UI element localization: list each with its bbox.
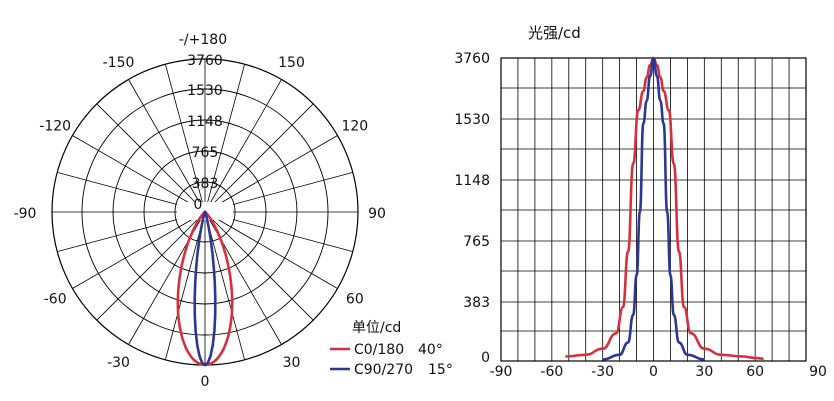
polar-top-label: -/+180 bbox=[179, 32, 227, 48]
polar-radial-labels: 383 765 1148 1530 3760 0 bbox=[187, 53, 223, 213]
polar-zero-label: 0 bbox=[194, 197, 203, 213]
polar-angle-label: -150 bbox=[103, 55, 135, 71]
polar-spoke bbox=[96, 211, 206, 321]
polar-angle-label: -30 bbox=[107, 355, 130, 371]
polar-radial-tick-label: 3760 bbox=[187, 53, 223, 69]
polar-angle-label: -90 bbox=[14, 206, 37, 222]
legend-c0-angle: 40° bbox=[418, 342, 443, 358]
polar-angle-label: 150 bbox=[278, 55, 305, 71]
polar-angle-label: 120 bbox=[341, 119, 368, 135]
cartesian-x-tick-label: 30 bbox=[695, 364, 713, 380]
legend-c0-label: C0/180 bbox=[354, 342, 404, 358]
polar-spoke bbox=[204, 103, 314, 213]
polar-spoke bbox=[165, 64, 206, 213]
cartesian-title: 光强/cd bbox=[528, 24, 581, 42]
polar-angle-label: 30 bbox=[283, 355, 301, 371]
legend-c90-label: C90/270 bbox=[354, 362, 413, 378]
cartesian-y-tick-label: 1530 bbox=[454, 112, 490, 128]
cartesian-y-tick-label: 0 bbox=[481, 350, 490, 366]
polar-intensity-chart: 383 765 1148 1530 3760 0 0 30 60 90 120 150 -150 -12… bbox=[14, 32, 386, 390]
legend-title: 单位/cd bbox=[352, 320, 401, 336]
polar-curves bbox=[176, 210, 234, 367]
polar-spoke bbox=[72, 135, 206, 213]
cartesian-x-tick-labels: -90 -60 -30 0 30 60 90 bbox=[490, 364, 827, 380]
cartesian-x-tick-label: -30 bbox=[591, 364, 614, 380]
cartesian-x-tick-label: -60 bbox=[540, 364, 563, 380]
cartesian-y-tick-label: 1148 bbox=[454, 173, 490, 189]
cartesian-y-tick-label: 765 bbox=[463, 234, 490, 250]
polar-spoke bbox=[204, 135, 338, 213]
polar-spoke bbox=[204, 64, 245, 213]
cartesian-x-tick-label: 0 bbox=[649, 364, 658, 380]
polar-spoke bbox=[128, 79, 206, 213]
polar-spoke bbox=[204, 79, 282, 213]
cartesian-y-tick-label: 383 bbox=[463, 295, 490, 311]
cartesian-series-C90-270 bbox=[602, 56, 705, 361]
polar-spoke bbox=[204, 211, 338, 289]
polar-spoke bbox=[72, 211, 206, 289]
polar-spoke bbox=[96, 103, 206, 213]
polar-angle-label: 0 bbox=[201, 374, 210, 390]
polar-radial-tick-label: 765 bbox=[192, 145, 219, 161]
polar-series-C90-270 bbox=[193, 210, 217, 367]
polar-angle-label: 90 bbox=[368, 206, 386, 222]
polar-radial-tick-label: 1148 bbox=[187, 114, 223, 130]
polar-radial-tick-label: 1530 bbox=[187, 83, 223, 99]
polar-spoke bbox=[204, 211, 314, 321]
cartesian-series-C0-180 bbox=[565, 56, 764, 360]
cartesian-x-tick-label: -90 bbox=[490, 364, 513, 380]
polar-angle-label: -60 bbox=[44, 292, 67, 308]
cartesian-x-tick-label: 90 bbox=[809, 364, 827, 380]
cartesian-intensity-chart: 光强/cd 0 383 765 1148 1530 3760 -90 -60 -30 0 30 60… bbox=[454, 24, 827, 380]
cartesian-grid bbox=[500, 57, 807, 362]
polar-spoke bbox=[204, 211, 245, 360]
cartesian-y-tick-label: 3760 bbox=[454, 51, 490, 67]
polar-angle-label: -120 bbox=[39, 119, 71, 135]
polar-radial-tick-label: 383 bbox=[192, 176, 219, 192]
cartesian-x-tick-label: 60 bbox=[746, 364, 764, 380]
polar-spoke bbox=[165, 211, 206, 360]
legend: 单位/cd C0/180 40° C90/270 15° bbox=[330, 320, 453, 378]
polar-angle-labels: 0 30 60 90 120 150 -150 -120 -90 -60 -30 bbox=[14, 55, 386, 390]
cartesian-y-tick-labels: 0 383 765 1148 1530 3760 bbox=[454, 51, 490, 366]
cartesian-curves bbox=[565, 56, 764, 361]
legend-c90-angle: 15° bbox=[428, 362, 453, 378]
polar-angle-label: 60 bbox=[346, 292, 364, 308]
